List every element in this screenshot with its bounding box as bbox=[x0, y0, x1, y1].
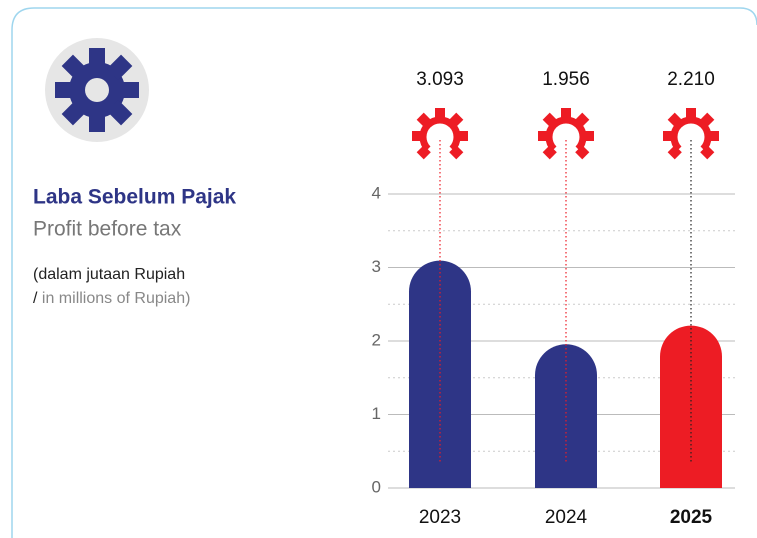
y-tick-label: 2 bbox=[372, 330, 381, 349]
gear-tooth bbox=[449, 145, 464, 160]
gear-tooth bbox=[709, 131, 719, 141]
category-gear-icon bbox=[538, 108, 594, 160]
gear-tooth bbox=[416, 112, 431, 127]
y-tick-label: 1 bbox=[372, 404, 381, 423]
x-tick-label: 2023 bbox=[419, 507, 461, 528]
value-label: 1.956 bbox=[542, 69, 590, 90]
note-slash: / bbox=[33, 290, 38, 307]
gear-tooth bbox=[449, 112, 464, 127]
note-en: in millions of Rupiah) bbox=[42, 290, 191, 307]
category-gear-icon bbox=[663, 108, 719, 160]
gear-tooth bbox=[435, 108, 445, 118]
gear-tooth bbox=[584, 131, 594, 141]
x-tick-label: 2024 bbox=[545, 507, 588, 528]
gear-tooth bbox=[412, 131, 422, 141]
subtitle: Profit before tax bbox=[33, 218, 182, 241]
bar bbox=[409, 260, 471, 488]
y-tick-label: 3 bbox=[372, 257, 381, 276]
gear-ring bbox=[419, 116, 461, 152]
category-gear-icon bbox=[412, 108, 468, 160]
note: (dalam jutaan Rupiah bbox=[33, 266, 185, 283]
gear-ring bbox=[670, 116, 712, 152]
gear-tooth bbox=[416, 145, 431, 160]
gear-tooth bbox=[458, 131, 468, 141]
gear-tooth bbox=[561, 108, 571, 118]
card-border bbox=[11, 7, 757, 538]
gear-tooth bbox=[686, 108, 696, 118]
gear-tooth bbox=[663, 131, 673, 141]
gear-icon bbox=[45, 38, 149, 142]
gear-tooth bbox=[538, 131, 548, 141]
value-label: 3.093 bbox=[416, 69, 464, 90]
note: / in millions of Rupiah) bbox=[33, 290, 190, 307]
value-label: 2.210 bbox=[667, 69, 715, 90]
title: Laba Sebelum Pajak bbox=[33, 186, 236, 209]
y-tick-label: 4 bbox=[372, 183, 381, 202]
x-tick-label: 2025 bbox=[670, 507, 713, 528]
gear-ring bbox=[545, 116, 587, 152]
bar bbox=[660, 325, 722, 488]
y-tick-label: 0 bbox=[372, 477, 381, 496]
